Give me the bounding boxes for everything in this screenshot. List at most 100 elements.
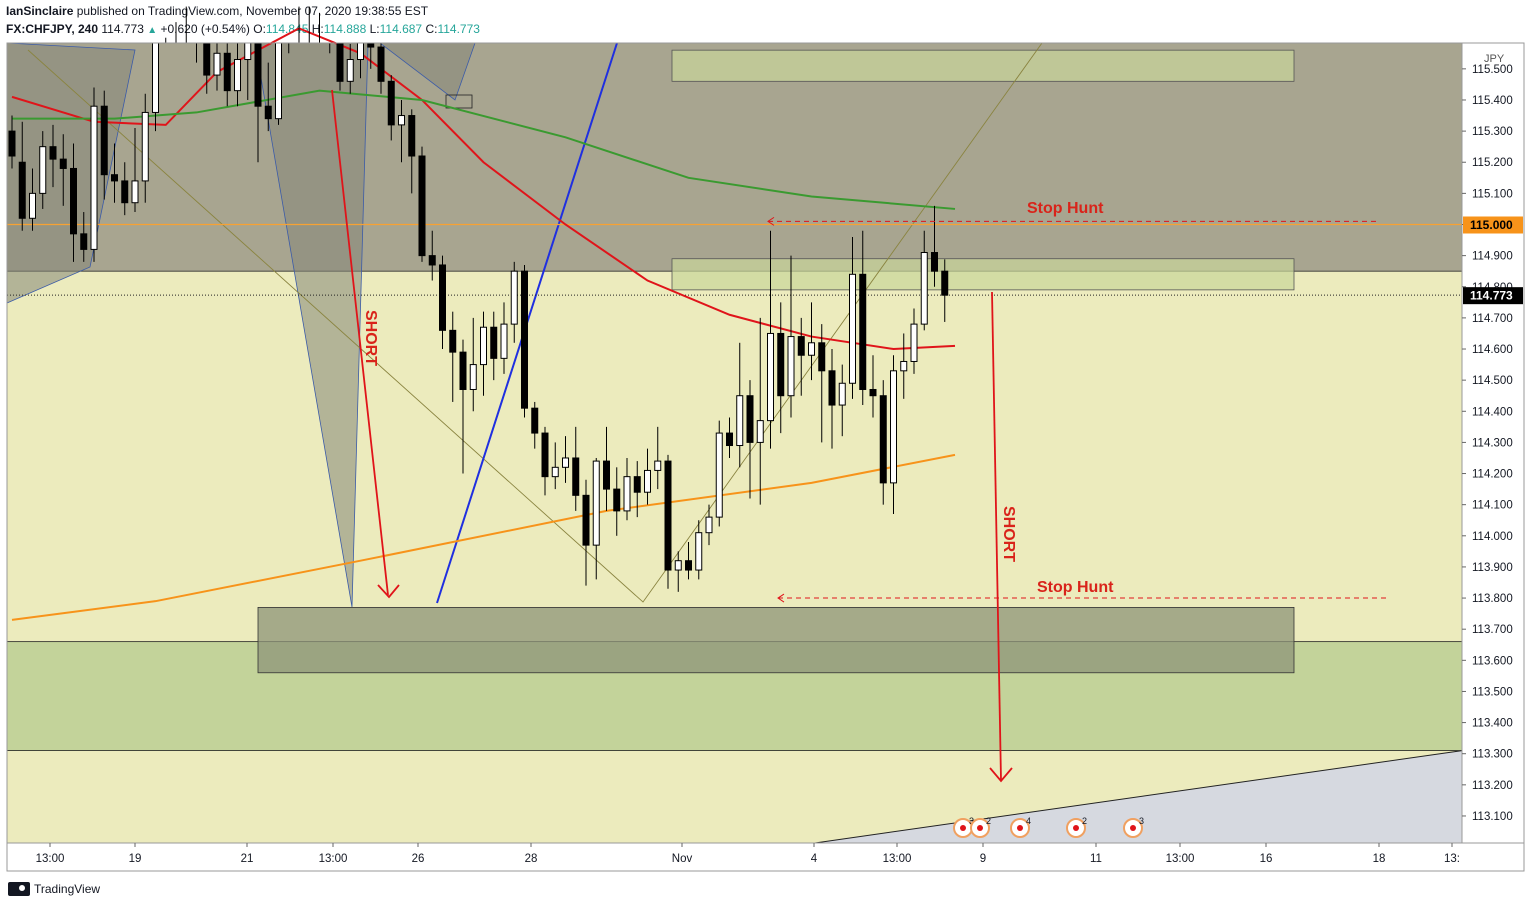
candle: [141, 111, 149, 182]
y-tick-label: 114.500: [1472, 375, 1513, 387]
candle: [777, 332, 785, 397]
y-tick-label: 114.100: [1472, 500, 1513, 512]
stop-hunt-arrowhead-bottom: [777, 593, 785, 603]
candle: [664, 460, 672, 571]
x-tick-label: 9: [980, 853, 986, 865]
candle: [121, 180, 129, 204]
pattern-leg-line: [27, 42, 1043, 603]
stop-hunt-label-top: Stop Hunt: [1027, 200, 1104, 217]
last-price-badge: [1463, 287, 1523, 305]
open-value: 114.845: [265, 22, 309, 36]
candle: [418, 155, 426, 257]
publish-info: IanSinclaire published on TradingView.co…: [6, 4, 428, 18]
tradingview-logo-icon: [8, 882, 30, 896]
ma-red-line: [11, 27, 956, 351]
candle: [39, 146, 47, 194]
y-tick-label: 115.500: [1472, 64, 1513, 76]
candle: [715, 432, 723, 518]
y-tick-label: 113.800: [1472, 593, 1513, 605]
candle: [18, 161, 26, 219]
candle: [480, 326, 487, 366]
candle: [531, 407, 539, 434]
candle: [613, 488, 621, 512]
short-arrowhead-left: [377, 584, 400, 599]
candle: [695, 532, 703, 571]
candle: [818, 342, 826, 372]
candle: [572, 457, 580, 496]
short-arrow-left: [331, 89, 389, 596]
event-badge-dot: [1017, 825, 1023, 831]
candle: [705, 516, 713, 534]
currency-label: JPY: [1484, 53, 1505, 65]
candle: [223, 52, 231, 92]
candle: [592, 460, 600, 546]
candle: [111, 174, 118, 182]
candle: [29, 192, 36, 219]
ohlc-legend: FX:CHFJPY, 240 114.773 ▲ +0.620 (+0.54%)…: [6, 22, 480, 36]
y-tick-label: 114.000: [1472, 531, 1513, 543]
candle: [80, 233, 88, 250]
stop-hunt-label-bottom: Stop Hunt: [1037, 579, 1114, 596]
y-tick-label: 113.400: [1472, 718, 1513, 730]
event-badge-dot: [960, 825, 966, 831]
x-tick-label: 19: [129, 853, 142, 865]
candle: [500, 323, 508, 359]
published-text: published on TradingView.com, November 0…: [76, 4, 429, 18]
y-tick-label: 113.700: [1472, 624, 1513, 636]
x-tick-label: 26: [412, 853, 425, 865]
x-tick-label: Nov: [672, 853, 693, 865]
y-tick-label: 115.300: [1472, 126, 1513, 138]
y-tick-label: 115.100: [1472, 188, 1513, 200]
candle: [346, 59, 354, 82]
candle: [90, 105, 98, 250]
symbol-label: FX:CHFJPY, 240: [6, 22, 99, 36]
candle: [787, 336, 795, 397]
event-badge-dot: [1130, 825, 1136, 831]
event-badge-dot: [1073, 825, 1079, 831]
y-tick-label: 114.300: [1472, 437, 1513, 449]
candle: [808, 342, 815, 356]
candle: [726, 432, 733, 447]
y-tick-label: 115.400: [1472, 95, 1513, 107]
short-arrowhead-right: [989, 767, 1013, 783]
candle: [70, 167, 77, 235]
candle: [551, 466, 559, 478]
candle: [275, 42, 282, 120]
level-badge-label: 115.000: [1470, 218, 1513, 232]
candle: [920, 252, 928, 325]
candle: [387, 80, 395, 126]
candle: [900, 360, 908, 372]
candle: [469, 364, 477, 390]
short-arrow-right: [991, 291, 1002, 781]
y-tick-label: 115.200: [1472, 157, 1513, 169]
short-label-right: SHORT: [1000, 506, 1017, 562]
y-tick-label: 114.400: [1472, 406, 1513, 418]
candle: [756, 420, 764, 443]
event-badge-count: 4: [1026, 816, 1031, 826]
up-arrow-icon: ▲: [147, 25, 158, 36]
candle: [131, 180, 139, 204]
x-tick-label: 21: [241, 853, 254, 865]
level-badge: [1463, 216, 1523, 234]
y-tick-label: 113.600: [1472, 655, 1513, 667]
candle: [797, 336, 805, 356]
high-value: 114.888: [323, 22, 367, 36]
trend-line: [814, 750, 1463, 844]
candle: [767, 332, 774, 422]
candle: [439, 264, 446, 331]
stop-hunt-arrowhead-top: [767, 216, 775, 226]
candle: [234, 59, 241, 92]
y-tick-label: 113.200: [1472, 780, 1513, 792]
y-tick-label: 113.100: [1472, 811, 1513, 823]
candle: [931, 252, 938, 272]
candle: [449, 329, 457, 353]
candle: [541, 432, 549, 478]
y-tick-label: 113.900: [1472, 562, 1513, 574]
support-zone: [257, 606, 1295, 674]
candle: [521, 270, 528, 409]
candle: [910, 323, 918, 362]
supply-zone-top: [671, 49, 1295, 82]
candle: [336, 42, 344, 82]
y-tick-label: 114.200: [1472, 469, 1513, 481]
